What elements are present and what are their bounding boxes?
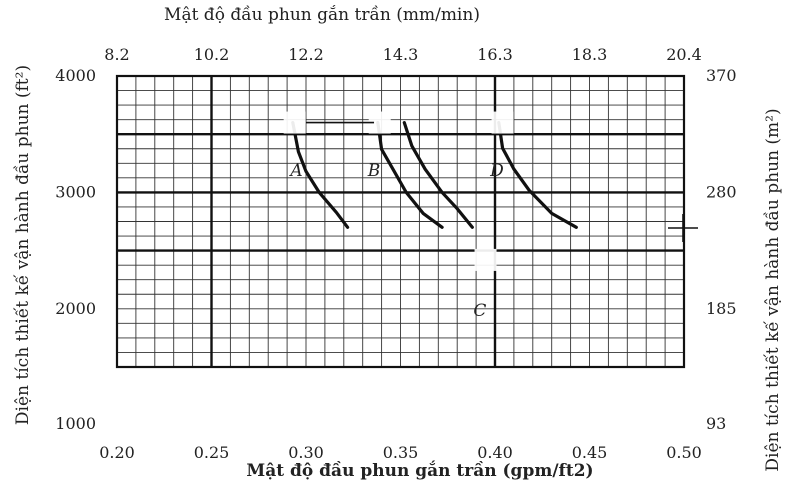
bottom-tick-label: 0.45 [572, 443, 608, 462]
top-tick-label: 16.3 [477, 45, 513, 64]
top-tick-label: 20.4 [666, 45, 702, 64]
minor-grid [116, 75, 685, 368]
series-layer [291, 121, 578, 229]
bottom-tick-label: 0.40 [477, 443, 513, 462]
left-tick-label: 4000 [55, 66, 96, 85]
left-tick-label: 3000 [55, 182, 96, 201]
top-tick-label: 10.2 [194, 45, 230, 64]
highlight-marker [491, 111, 514, 134]
curve-label-d: D [489, 161, 504, 181]
bottom-axis-title: Mật độ đầu phun gắn trần (gpm/ft2) [246, 460, 593, 481]
top-tick-label: 14.3 [383, 45, 419, 64]
top-tick-label: 12.2 [288, 45, 324, 64]
left-axis-title: Diện tích thiết kế vận hành đầu phun (ft… [13, 65, 33, 425]
curve-label-c: C [473, 301, 486, 321]
annotation-marks: A B C D [283, 111, 698, 321]
curve-c [402, 121, 474, 229]
bottom-tick-label: 0.50 [666, 443, 702, 462]
curve-b [376, 121, 444, 229]
bottom-tick-label: 0.35 [383, 443, 419, 462]
top-axis-title: Mật độ đầu phun gắn trần (mm/min) [164, 5, 480, 25]
plot-frame [115, 74, 686, 369]
left-tick-label: 2000 [55, 299, 96, 318]
curve-label-b: B [367, 161, 381, 181]
bottom-tick-label: 0.20 [99, 443, 135, 462]
right-axis-title: Diện tích thiết kế vận hành đầu phun (m²… [763, 108, 783, 471]
curve-label-a: A [288, 161, 302, 181]
curve-d [497, 121, 578, 229]
highlight-marker [283, 111, 306, 134]
right-tick-label: 370 [706, 66, 737, 85]
curve-a [291, 121, 350, 229]
highlight-marker [368, 111, 391, 134]
bottom-tick-label: 0.30 [288, 443, 324, 462]
right-tick-label: 185 [706, 299, 737, 318]
top-tick-label: 8.2 [104, 45, 129, 64]
highlight-marker [474, 248, 497, 271]
tick-label-layer: 0.20 0.25 0.30 0.35 0.40 0.45 0.50 8.2 10.2 12.2 1… [55, 45, 736, 462]
major-grid [115, 74, 686, 369]
bottom-tick-label: 0.25 [194, 443, 230, 462]
right-tick-label: 93 [706, 414, 726, 433]
right-tick-label: 280 [706, 182, 737, 201]
left-tick-label: 1000 [55, 414, 96, 433]
top-tick-label: 18.3 [572, 45, 608, 64]
